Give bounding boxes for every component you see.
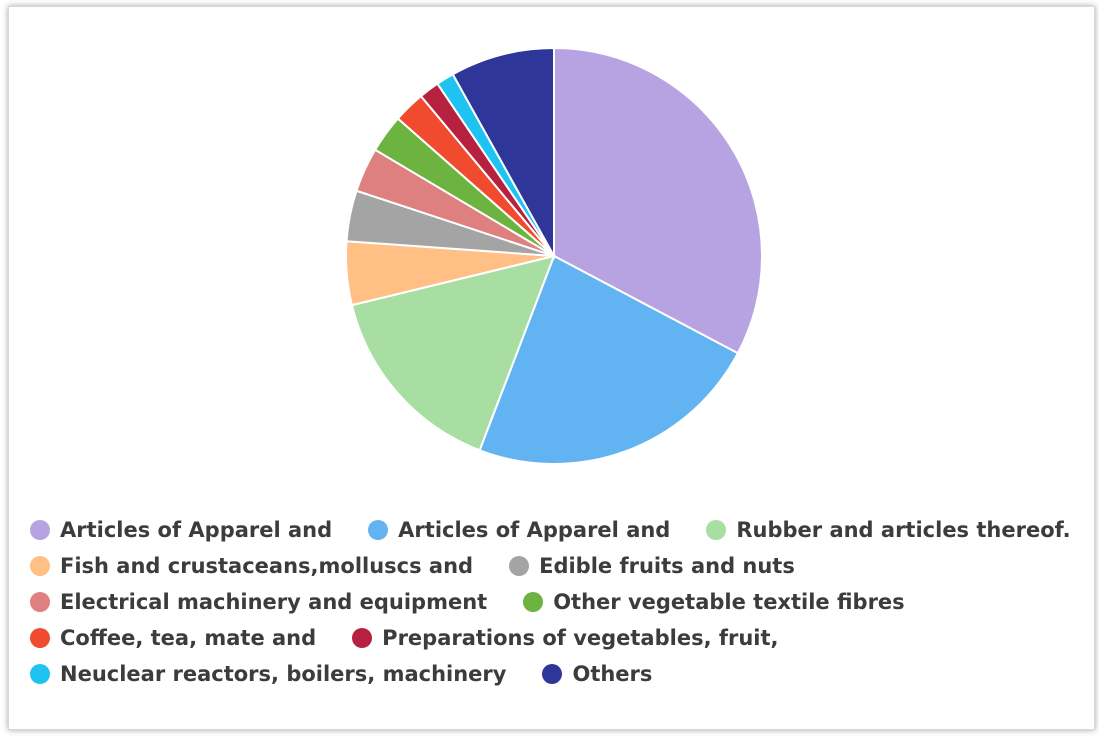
legend-label: Neuclear reactors, boilers, machinery <box>60 662 507 686</box>
pie-slice-1[interactable] <box>478 254 740 465</box>
legend-marker-icon <box>368 520 389 540</box>
legend-label: Edible fruits and nuts <box>539 554 795 578</box>
legend-marker-icon <box>542 664 563 684</box>
legend-item[interactable]: Rubber and articles thereof. <box>706 518 1071 542</box>
legend-marker-icon <box>30 628 50 648</box>
legend-row: Electrical machinery and equipment Other … <box>30 584 1090 620</box>
legend-label: Fish and crustaceans,molluscs and <box>60 554 474 578</box>
legend-marker-icon <box>30 592 50 612</box>
legend-item[interactable]: Neuclear reactors, boilers, machinery <box>30 662 506 686</box>
legend-item[interactable]: Coffee, tea, mate and <box>30 626 316 650</box>
pie-slice-2[interactable] <box>350 254 556 452</box>
pie-chart <box>345 46 763 465</box>
legend-item[interactable]: Others <box>542 662 652 686</box>
legend-row: Fish and crustaceans,molluscs and Edible … <box>30 548 1090 584</box>
legend-marker-icon <box>352 628 373 648</box>
legend-marker-icon <box>30 556 50 576</box>
legend-item[interactable]: Electrical machinery and equipment <box>30 590 487 614</box>
pie-slice-10[interactable] <box>451 46 555 260</box>
legend-item[interactable]: Edible fruits and nuts <box>509 554 795 578</box>
legend-item[interactable]: Preparations of vegetables, fruit, <box>352 626 779 650</box>
legend-marker-icon <box>706 520 727 540</box>
legend-label: Articles of Apparel and <box>60 518 333 542</box>
legend-row: Neuclear reactors, boilers, machinery Oth… <box>30 656 1090 692</box>
legend-label: Others <box>572 662 653 686</box>
legend-row: Articles of Apparel and Articles of Appar… <box>30 512 1090 548</box>
legend-label: Articles of Apparel and <box>398 518 671 542</box>
legend-marker-icon <box>30 520 50 540</box>
legend-item[interactable]: Articles of Apparel and <box>368 518 670 542</box>
legend-label: Rubber and articles thereof. <box>736 518 1071 542</box>
legend-label: Preparations of vegetables, fruit, <box>382 626 779 650</box>
legend-marker-icon <box>509 556 530 576</box>
chart-legend: Articles of Apparel and Articles of Appar… <box>30 512 1090 692</box>
legend-item[interactable]: Fish and crustaceans,molluscs and <box>30 554 473 578</box>
legend-label: Other vegetable textile fibres <box>553 590 905 614</box>
legend-item[interactable]: Articles of Apparel and <box>30 518 332 542</box>
legend-label: Coffee, tea, mate and <box>60 626 317 650</box>
legend-item[interactable]: Other vegetable textile fibres <box>523 590 905 614</box>
pie-slice-0[interactable] <box>553 46 763 355</box>
legend-marker-icon <box>30 664 50 684</box>
legend-marker-icon <box>523 592 544 612</box>
legend-row: Coffee, tea, mate and Preparations of veg… <box>30 620 1090 656</box>
legend-label: Electrical machinery and equipment <box>60 590 488 614</box>
